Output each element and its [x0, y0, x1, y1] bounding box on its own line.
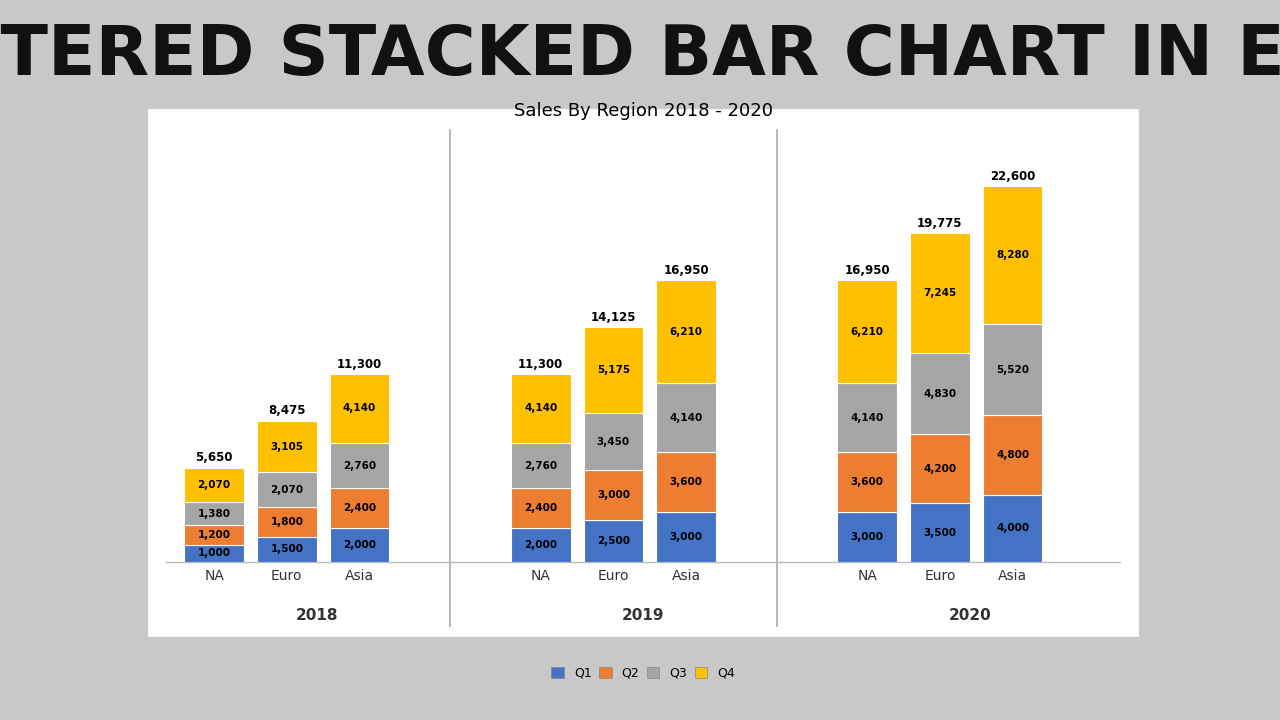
- Bar: [983, 186, 1042, 324]
- Text: 22,600: 22,600: [989, 170, 1036, 183]
- Bar: [257, 420, 316, 472]
- Text: 3,000: 3,000: [851, 531, 883, 541]
- Text: 4,140: 4,140: [851, 413, 884, 423]
- Bar: [910, 433, 970, 503]
- Text: 2,500: 2,500: [596, 536, 630, 546]
- Legend: Q1, Q2, Q3, Q4: Q1, Q2, Q3, Q4: [547, 662, 740, 685]
- Bar: [257, 536, 316, 562]
- Text: 4,140: 4,140: [669, 413, 703, 423]
- Text: 2020: 2020: [948, 608, 991, 623]
- Text: 1,500: 1,500: [270, 544, 303, 554]
- Bar: [910, 354, 970, 433]
- Text: 4,800: 4,800: [996, 450, 1029, 460]
- Text: 2,070: 2,070: [270, 485, 303, 495]
- Text: 1,800: 1,800: [270, 517, 303, 527]
- Text: 6,210: 6,210: [669, 327, 703, 336]
- Text: 16,950: 16,950: [663, 264, 709, 276]
- Bar: [330, 374, 389, 443]
- Text: 5,650: 5,650: [196, 451, 233, 464]
- Bar: [837, 383, 897, 452]
- Bar: [983, 324, 1042, 415]
- Text: 2,000: 2,000: [525, 540, 557, 550]
- Bar: [584, 413, 644, 470]
- Bar: [511, 488, 571, 528]
- Text: 16,950: 16,950: [845, 264, 890, 276]
- Bar: [330, 528, 389, 562]
- Bar: [330, 443, 389, 488]
- Bar: [584, 520, 644, 562]
- Bar: [330, 488, 389, 528]
- Bar: [184, 545, 244, 562]
- Text: 2,070: 2,070: [197, 480, 230, 490]
- Text: 2,760: 2,760: [343, 461, 376, 471]
- Bar: [910, 233, 970, 354]
- Bar: [910, 503, 970, 562]
- Text: 3,600: 3,600: [669, 477, 703, 487]
- Text: 4,140: 4,140: [524, 403, 557, 413]
- Bar: [657, 512, 716, 562]
- Text: 2,400: 2,400: [343, 503, 376, 513]
- Bar: [837, 280, 897, 383]
- Text: 2,000: 2,000: [343, 540, 376, 550]
- Bar: [184, 525, 244, 545]
- Text: 5,175: 5,175: [596, 365, 630, 375]
- Bar: [983, 495, 1042, 562]
- Title: Sales By Region 2018 - 2020: Sales By Region 2018 - 2020: [513, 102, 773, 120]
- Text: 2,400: 2,400: [524, 503, 557, 513]
- Bar: [584, 327, 644, 413]
- Text: 6,210: 6,210: [851, 327, 883, 336]
- Text: 3,500: 3,500: [923, 528, 956, 538]
- Bar: [184, 468, 244, 502]
- Text: 5,520: 5,520: [996, 364, 1029, 374]
- Text: 4,000: 4,000: [996, 523, 1029, 534]
- Bar: [837, 512, 897, 562]
- Text: 14,125: 14,125: [590, 310, 636, 323]
- Text: 19,775: 19,775: [918, 217, 963, 230]
- Bar: [837, 452, 897, 512]
- Bar: [657, 280, 716, 383]
- Text: 4,140: 4,140: [343, 403, 376, 413]
- Text: 11,300: 11,300: [337, 358, 383, 371]
- Bar: [257, 472, 316, 507]
- Text: 1,200: 1,200: [197, 530, 230, 540]
- Text: 3,000: 3,000: [596, 490, 630, 500]
- Bar: [657, 383, 716, 452]
- Text: 11,300: 11,300: [518, 358, 563, 371]
- Text: 1,000: 1,000: [197, 549, 230, 558]
- Bar: [983, 415, 1042, 495]
- Bar: [511, 528, 571, 562]
- Text: 8,280: 8,280: [996, 250, 1029, 260]
- Bar: [584, 470, 644, 520]
- Text: 3,600: 3,600: [851, 477, 883, 487]
- Text: 4,830: 4,830: [923, 389, 956, 399]
- Text: 4,200: 4,200: [923, 464, 956, 474]
- Text: 3,450: 3,450: [596, 436, 630, 446]
- Text: 8,475: 8,475: [268, 405, 306, 418]
- Text: 3,105: 3,105: [270, 441, 303, 451]
- Text: 7,245: 7,245: [923, 288, 956, 298]
- Text: 2,760: 2,760: [524, 461, 557, 471]
- Bar: [511, 374, 571, 443]
- Text: 2019: 2019: [622, 608, 664, 623]
- Bar: [657, 452, 716, 512]
- Text: 2018: 2018: [296, 608, 338, 623]
- Text: CLUSTERED STACKED BAR CHART IN EXCEL: CLUSTERED STACKED BAR CHART IN EXCEL: [0, 22, 1280, 89]
- Bar: [184, 502, 244, 525]
- Text: 3,000: 3,000: [669, 531, 703, 541]
- Bar: [511, 443, 571, 488]
- Bar: [257, 507, 316, 536]
- Text: 1,380: 1,380: [197, 508, 230, 518]
